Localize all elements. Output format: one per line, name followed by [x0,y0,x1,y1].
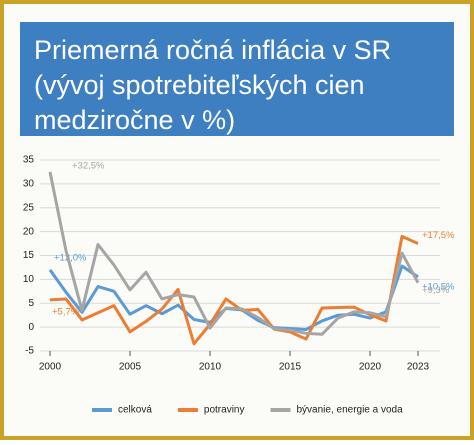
x-tick-label: 2023 [407,362,430,373]
y-tick-label: 20 [23,226,35,237]
x-tick-label: 2000 [39,362,62,373]
title-box [20,22,454,136]
y-tick-label: 5 [28,298,34,309]
series-line [49,234,419,346]
x-tick-label: 2015 [279,362,302,373]
value-label: +10,5% [422,282,455,293]
x-tick-label: 2020 [359,362,382,373]
value-label: +32,5% [72,160,105,171]
y-tick-label: -5 [25,346,34,357]
value-label: +5,7% [52,306,80,317]
x-tick-label: 2010 [199,362,222,373]
y-tick-label: 35 [23,155,35,166]
y-tick-label: 30 [23,179,35,190]
value-label: +17,5% [422,230,455,241]
value-label: +9,3% [422,285,450,296]
y-tick-label: 15 [23,250,35,261]
value-label: +12,0% [54,252,87,263]
x-tick-label: 2005 [119,362,142,373]
legend-label: celková [118,405,152,416]
chart-title: Priemerná ročná inflácia v SR [34,35,391,65]
chart-title: (vývoj spotrebiteľských cien [34,70,365,100]
chart-title: medziročne v %) [34,105,235,135]
y-tick-label: 10 [23,274,35,285]
y-tick-label: 25 [23,202,35,213]
legend-label: potraviny [204,405,245,416]
series-line [48,171,420,336]
legend-label: bývanie, energie a voda [296,405,403,416]
y-tick-label: 0 [28,322,34,333]
